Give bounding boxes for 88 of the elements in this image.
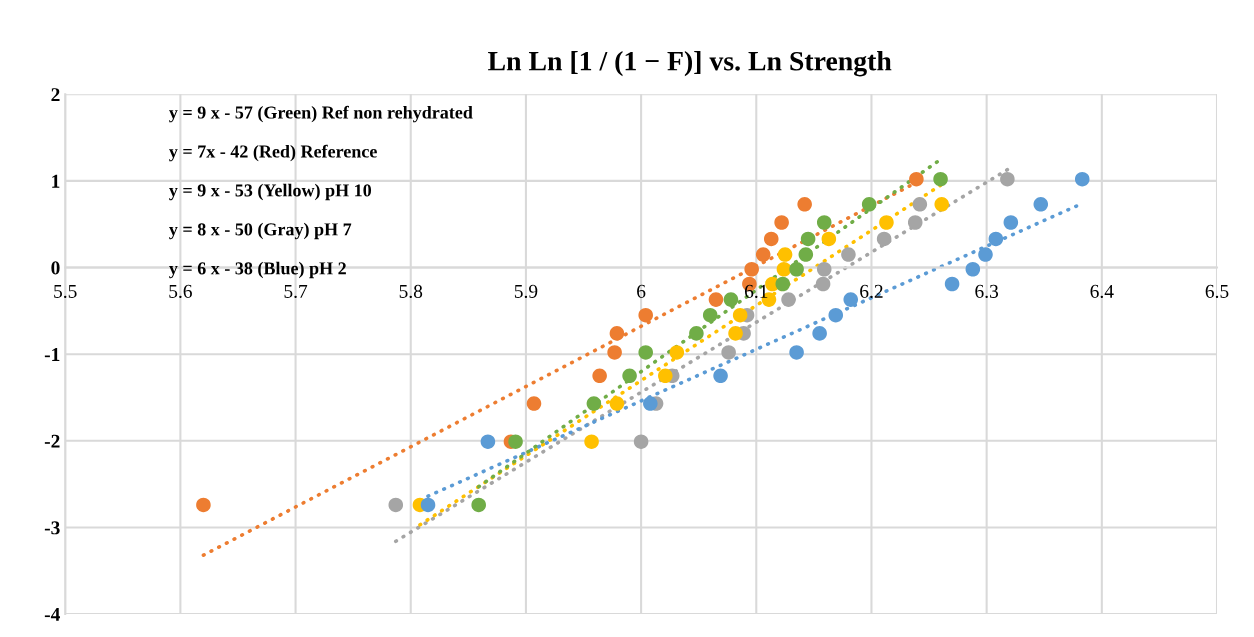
x-tick-label: 6 bbox=[637, 284, 646, 298]
point bbox=[471, 497, 486, 513]
point bbox=[728, 326, 743, 341]
point bbox=[965, 261, 981, 277]
y-tick-label: -1 bbox=[44, 348, 60, 361]
point bbox=[609, 326, 625, 341]
y-tick-label: -2 bbox=[44, 434, 60, 448]
point bbox=[744, 261, 759, 277]
y-tick-label: -3 bbox=[44, 521, 60, 535]
x-tick-label: 5.6 bbox=[169, 284, 192, 298]
point bbox=[643, 396, 658, 411]
point bbox=[196, 497, 211, 513]
point bbox=[723, 292, 739, 307]
point bbox=[909, 171, 924, 187]
point bbox=[420, 497, 436, 513]
y-tick-label: -4 bbox=[44, 608, 60, 621]
point bbox=[933, 171, 948, 187]
annotation: y = 6 x - 38 (Blue) pH 2 bbox=[169, 261, 346, 279]
point bbox=[609, 396, 625, 411]
point bbox=[638, 307, 653, 323]
y-tick-label: 0 bbox=[51, 261, 60, 275]
point bbox=[526, 396, 542, 411]
point bbox=[755, 247, 771, 262]
point bbox=[776, 261, 792, 277]
point bbox=[763, 231, 779, 247]
point bbox=[912, 197, 928, 212]
point bbox=[988, 231, 1004, 247]
point bbox=[821, 231, 837, 247]
point bbox=[841, 247, 856, 262]
point bbox=[861, 197, 877, 212]
point bbox=[815, 276, 831, 292]
x-tick-label: 6.3 bbox=[975, 284, 999, 298]
point bbox=[480, 434, 496, 449]
point bbox=[775, 276, 791, 292]
point bbox=[812, 326, 827, 341]
point bbox=[708, 292, 724, 307]
point bbox=[1033, 197, 1049, 212]
point bbox=[388, 497, 404, 513]
point bbox=[934, 197, 950, 212]
point bbox=[978, 247, 993, 262]
x-tick-label: 6.5 bbox=[1205, 284, 1229, 298]
point bbox=[702, 307, 718, 323]
point bbox=[944, 276, 960, 292]
point bbox=[586, 396, 602, 411]
x-tick-label: 5.7 bbox=[284, 284, 308, 298]
point bbox=[781, 292, 796, 307]
point bbox=[800, 231, 816, 247]
x-tick-label: 6.2 bbox=[860, 284, 883, 298]
point bbox=[789, 345, 804, 360]
point bbox=[879, 215, 894, 230]
point bbox=[658, 368, 673, 384]
point bbox=[508, 434, 523, 449]
point bbox=[876, 231, 892, 247]
point bbox=[689, 326, 704, 341]
point bbox=[622, 368, 637, 384]
point bbox=[633, 434, 649, 449]
point bbox=[1074, 171, 1090, 187]
point bbox=[713, 368, 728, 384]
point bbox=[592, 368, 607, 384]
point bbox=[584, 434, 599, 449]
point bbox=[669, 345, 685, 360]
annotation: y = 9 x - 53 (Yellow) pH 10 bbox=[169, 183, 372, 201]
point bbox=[828, 307, 844, 323]
point bbox=[777, 247, 793, 262]
x-tick-label: 5.5 bbox=[54, 284, 77, 298]
point bbox=[721, 345, 736, 360]
point bbox=[607, 345, 622, 360]
point bbox=[1003, 215, 1019, 230]
point bbox=[816, 261, 832, 277]
y-tick-label: 2 bbox=[51, 88, 60, 102]
annotation: y = 9 x - 57 (Green) Ref non rehydrated bbox=[169, 105, 473, 123]
point bbox=[843, 292, 859, 307]
x-tick-label: 5.9 bbox=[514, 284, 538, 298]
chart-title: Ln Ln [1 / (1 − F)] vs. Ln Strength bbox=[488, 51, 892, 77]
x-tick-label: 6.4 bbox=[1090, 284, 1114, 298]
point bbox=[816, 215, 832, 230]
point bbox=[907, 215, 923, 230]
point bbox=[1000, 171, 1015, 187]
point bbox=[797, 197, 812, 212]
annotation: y = 7x - 42 (Red) Reference bbox=[169, 144, 377, 162]
point bbox=[789, 261, 804, 277]
x-tick-label: 5.8 bbox=[399, 284, 423, 298]
y-tick-label: 1 bbox=[52, 174, 60, 188]
annotation: y = 8 x - 50 (Gray) pH 7 bbox=[169, 222, 352, 240]
point bbox=[732, 307, 748, 323]
point bbox=[638, 345, 653, 360]
point bbox=[774, 215, 789, 230]
point bbox=[798, 247, 814, 262]
